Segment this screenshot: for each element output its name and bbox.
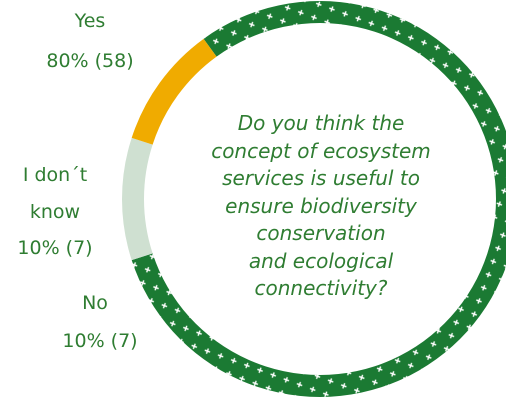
dont-know-label: I don´t (0, 162, 110, 189)
dont-know-value-text: 10% (7) (17, 237, 93, 259)
dont-know-label-2: know (0, 199, 110, 226)
dont-know-label-line-1: I don´t (22, 164, 88, 186)
dont-know-label-line-2: know (29, 201, 81, 223)
question-line: conservation (256, 221, 386, 245)
yes-value-text: 80% (58) (46, 50, 134, 72)
no-label-text: No (82, 292, 108, 314)
donut-slice-i-don-t-know (122, 137, 153, 261)
no-value: 10% (7) (40, 328, 160, 355)
yes-label: Yes (60, 8, 120, 35)
question-line: Do you think the (237, 111, 405, 135)
donut-slice-no (131, 38, 217, 145)
yes-value: 80% (58) (30, 48, 150, 75)
question-line: services is useful to (222, 166, 420, 190)
question-line: connectivity? (254, 276, 388, 300)
no-value-text: 10% (7) (62, 330, 138, 352)
yes-label-text: Yes (74, 10, 106, 32)
question-line: and ecological (248, 248, 394, 273)
dont-know-value: 10% (7) (0, 235, 110, 262)
no-label: No (65, 290, 125, 317)
question-line: concept of ecosystem (211, 138, 431, 163)
question-line: ensure biodiversity (225, 193, 417, 218)
survey-question: Do you think the concept of ecosystem se… (188, 110, 454, 303)
